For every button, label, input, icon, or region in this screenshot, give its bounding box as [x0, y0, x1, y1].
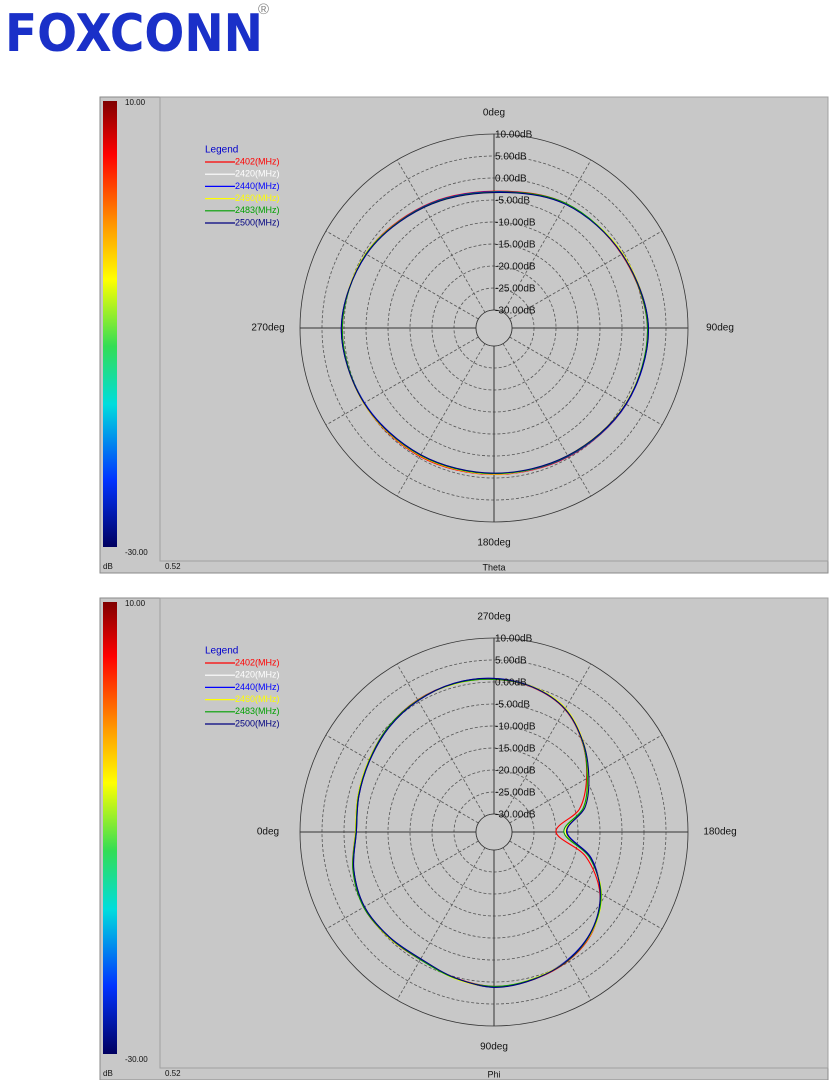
colorbar	[103, 602, 117, 1054]
r-tick-label: -5.00dB	[495, 700, 530, 711]
spoke	[396, 343, 486, 497]
spoke	[325, 734, 479, 824]
angle-tick-label: 180deg	[703, 827, 736, 838]
colorbar	[103, 101, 117, 547]
spoke	[509, 336, 663, 426]
spoke	[509, 230, 663, 320]
r-tick-label: 10.00dB	[495, 130, 533, 141]
angle-tick-label: 180deg	[477, 538, 510, 549]
r-tick-label: -10.00dB	[495, 218, 536, 229]
legend-label: 2420(MHz)	[235, 169, 280, 179]
spoke	[502, 663, 592, 817]
r-tick-label: -15.00dB	[495, 240, 536, 251]
colorbar-tick-label: 10.00	[125, 98, 146, 107]
legend-label: 2402(MHz)	[235, 156, 280, 166]
r-tick-label: -30.00dB	[495, 306, 536, 317]
r-tick-label: -15.00dB	[495, 744, 536, 755]
spoke	[502, 847, 592, 1001]
spoke	[325, 336, 479, 426]
legend-label: 2460(MHz)	[235, 193, 280, 203]
r-tick-label: 5.00dB	[495, 152, 527, 163]
legend-label: 2460(MHz)	[235, 694, 280, 704]
legend-title: Legend	[205, 145, 238, 156]
spoke	[509, 734, 663, 824]
r-tick-label: 5.00dB	[495, 656, 527, 667]
spoke	[502, 343, 592, 497]
angle-tick-label: 0deg	[483, 108, 505, 119]
r-tick-label: -25.00dB	[495, 284, 536, 295]
r-tick-label: -10.00dB	[495, 722, 536, 733]
legend-label: 2420(MHz)	[235, 670, 280, 680]
pattern-curve	[340, 191, 649, 474]
angle-tick-label: 0deg	[257, 827, 279, 838]
spoke	[325, 840, 479, 930]
angle-tick-label: 90deg	[706, 323, 734, 334]
legend-label: 2440(MHz)	[235, 682, 280, 692]
colorbar-unit: dB	[103, 1069, 113, 1078]
angle-tick-label: 270deg	[251, 323, 284, 334]
spoke	[325, 230, 479, 320]
r-tick-label: 0.00dB	[495, 174, 527, 185]
registered-mark: ®	[258, 1, 269, 18]
spoke	[396, 847, 486, 1001]
angle-tick-label: 270deg	[477, 612, 510, 623]
axis-label: Phi	[487, 1069, 500, 1079]
legend-label: 2500(MHz)	[235, 217, 280, 227]
colorbar-tick-label: 10.00	[125, 599, 146, 608]
footer-value: 0.52	[165, 562, 181, 571]
legend-label: 2440(MHz)	[235, 181, 280, 191]
axis-label: Theta	[482, 562, 505, 572]
colorbar-unit: dB	[103, 562, 113, 571]
spoke	[396, 663, 486, 817]
r-tick-label: -25.00dB	[495, 788, 536, 799]
spoke	[502, 159, 592, 313]
legend-label: 2402(MHz)	[235, 657, 280, 667]
r-tick-label: -30.00dB	[495, 810, 536, 821]
angle-tick-label: 90deg	[480, 1042, 508, 1053]
r-tick-label: -5.00dB	[495, 196, 530, 207]
legend-label: 2483(MHz)	[235, 205, 280, 215]
r-tick-label: 0.00dB	[495, 678, 527, 689]
colorbar-tick-label: -30.00	[125, 1055, 148, 1064]
center-hole	[475, 813, 513, 851]
center-hole	[475, 309, 513, 347]
legend-label: 2500(MHz)	[235, 718, 280, 728]
pattern-curve	[352, 677, 601, 988]
logo: FOXCONN	[5, 4, 263, 64]
legend-title: Legend	[205, 646, 238, 657]
spoke	[396, 159, 486, 313]
r-tick-label: 10.00dB	[495, 634, 533, 645]
r-tick-label: -20.00dB	[495, 262, 536, 273]
spoke	[509, 840, 663, 930]
r-tick-label: -20.00dB	[495, 766, 536, 777]
colorbar-tick-label: -30.00	[125, 548, 148, 557]
footer-value: 0.52	[165, 1069, 181, 1078]
legend-label: 2483(MHz)	[235, 706, 280, 716]
